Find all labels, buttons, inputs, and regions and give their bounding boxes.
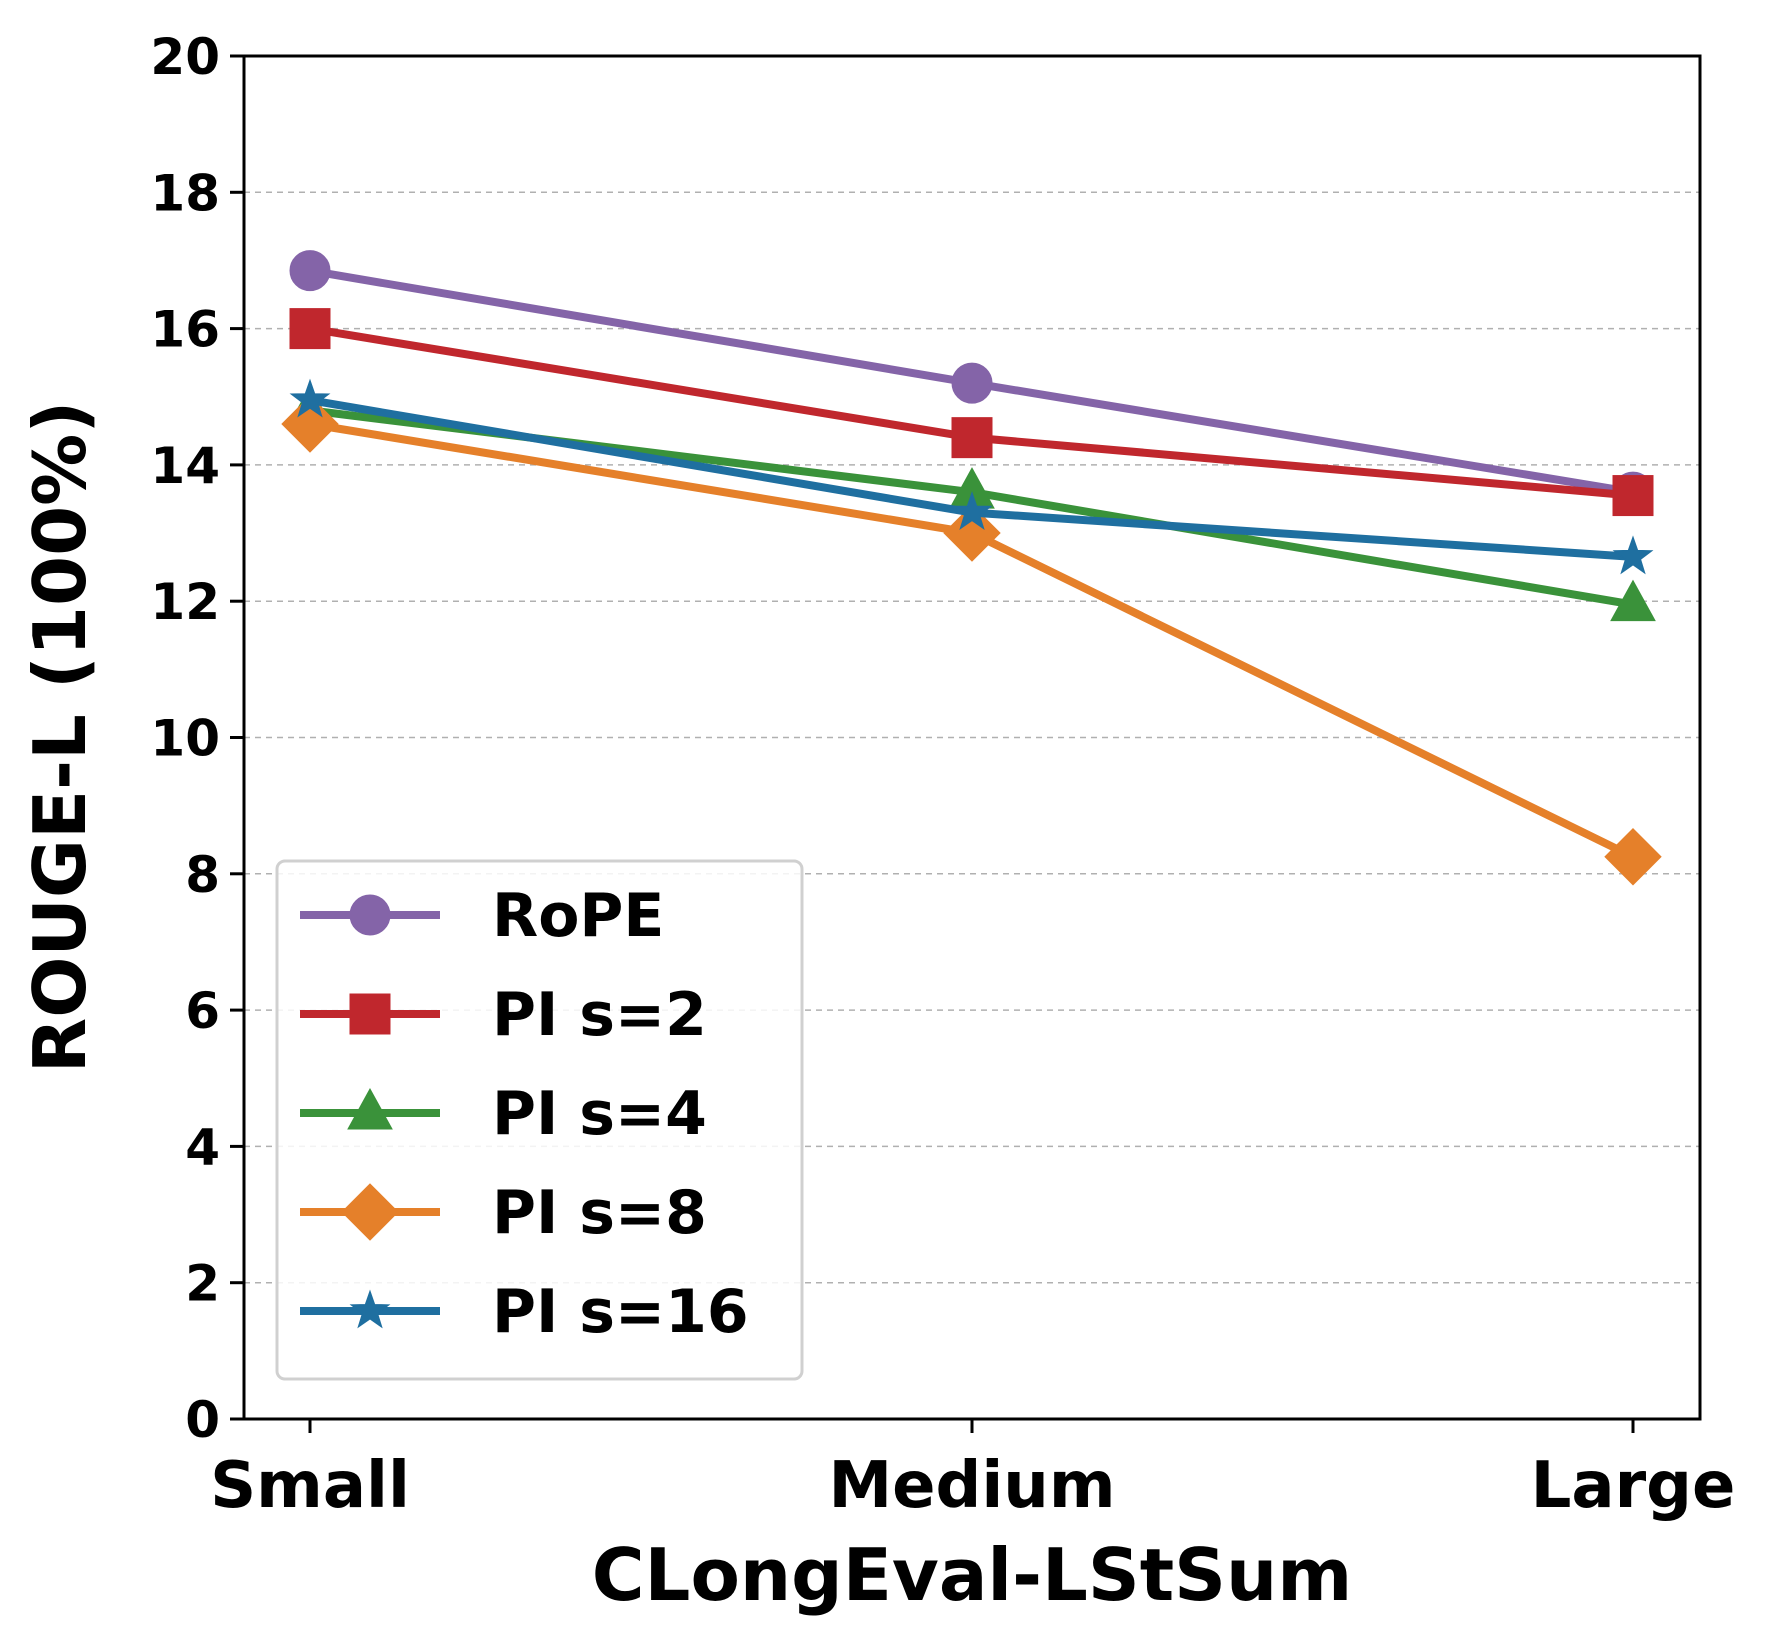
legend-marker: [347, 1087, 393, 1130]
legend-marker: [349, 894, 391, 936]
data-point: [289, 308, 331, 350]
legend-entry: RoPE: [300, 881, 664, 951]
y-axis: 0 2 4 6 8 10 12 14 16 18 20: [150, 28, 244, 1449]
x-axis-label: CLongEval-LStSum: [592, 1533, 1353, 1617]
data-point: [943, 504, 1001, 562]
series-pi-s-16: [289, 378, 1654, 575]
legend-marker: [349, 993, 391, 1035]
legend-label: RoPE: [492, 881, 664, 951]
legend-label: PI s=8: [492, 1178, 707, 1248]
legend-label: PI s=2: [492, 980, 707, 1050]
legend-entry: PI s=16: [300, 1277, 749, 1347]
data-point: [1612, 475, 1654, 517]
series-pi-s-2: [289, 308, 1654, 517]
legend-entry: PI s=8: [300, 1178, 707, 1248]
legend-box: [275, 859, 804, 1381]
legend-marker: [349, 1289, 391, 1329]
y-tick-label: 8: [185, 846, 220, 904]
y-tick-label: 2: [185, 1255, 220, 1313]
series-pi-s-8: [281, 395, 1662, 886]
y-tick-label: 14: [150, 437, 220, 495]
y-tick-label: 16: [150, 301, 220, 359]
x-tick-label: Large: [1531, 1449, 1736, 1523]
data-point: [289, 378, 331, 418]
legend-entry: PI s=2: [300, 980, 707, 1050]
y-axis-label: ROUGE-L (100%): [18, 401, 102, 1073]
legend-entry: PI s=4: [300, 1079, 707, 1149]
y-tick-label: 4: [185, 1118, 220, 1176]
data-point: [1610, 579, 1656, 622]
legend-label: PI s=4: [492, 1079, 707, 1149]
y-tick-label: 20: [150, 28, 220, 86]
y-tick-label: 18: [150, 164, 220, 222]
y-tick-label: 10: [150, 710, 220, 768]
data-point: [951, 491, 993, 531]
data-point: [951, 362, 993, 404]
data-point: [289, 250, 331, 292]
x-axis: Small Medium Large: [210, 1419, 1735, 1523]
data-point: [951, 417, 993, 459]
y-tick-label: 0: [185, 1391, 220, 1449]
data-point: [1604, 828, 1662, 886]
y-tick-label: 6: [185, 982, 220, 1040]
legend-label: PI s=16: [492, 1277, 749, 1347]
legend: RoPE PI s=2 PI s=4 PI s=8 PI s=16: [275, 859, 804, 1381]
series-layer: [281, 250, 1662, 886]
x-tick-label: Medium: [828, 1449, 1115, 1523]
legend-marker: [341, 1183, 399, 1241]
x-tick-label: Small: [210, 1449, 410, 1523]
data-point: [1612, 535, 1654, 575]
data-point: [281, 395, 339, 453]
y-tick-label: 12: [150, 573, 220, 631]
